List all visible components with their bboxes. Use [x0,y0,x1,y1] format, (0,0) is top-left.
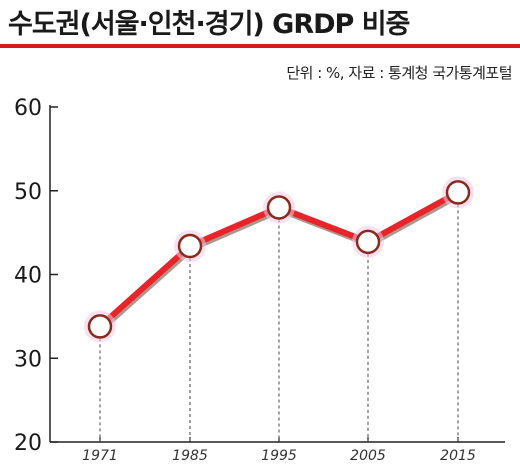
x-axis-group: 1971 1985 1995 2005 2015 [50,437,505,464]
x-tick-label: 1985 [172,448,208,464]
y-tick-label: 20 [14,431,42,456]
chart-title: 수도권(서울·인천·경기) GRDP 비중 [8,9,410,40]
title-rule [0,44,520,48]
data-point [355,229,381,255]
data-point [177,233,203,259]
y-tick-label: 60 [14,96,42,121]
x-tick-label: 1971 [82,448,118,464]
x-tick-label: 2015 [440,448,476,464]
data-point [445,180,471,205]
y-tick-label: 40 [14,264,42,289]
markers-group [84,176,474,343]
drop-lines-group [99,204,459,442]
source-note: 단위 : %, 자료 : 통계청 국가통계포털 [286,64,512,82]
y-tick-label: 50 [14,180,42,205]
x-tick-label: 1995 [261,448,297,464]
data-point [266,195,292,220]
y-tick-label: 30 [14,347,42,372]
x-tick-label: 2005 [350,448,386,464]
data-point [87,314,113,339]
y-axis-group: 20 30 40 50 60 [14,96,58,456]
